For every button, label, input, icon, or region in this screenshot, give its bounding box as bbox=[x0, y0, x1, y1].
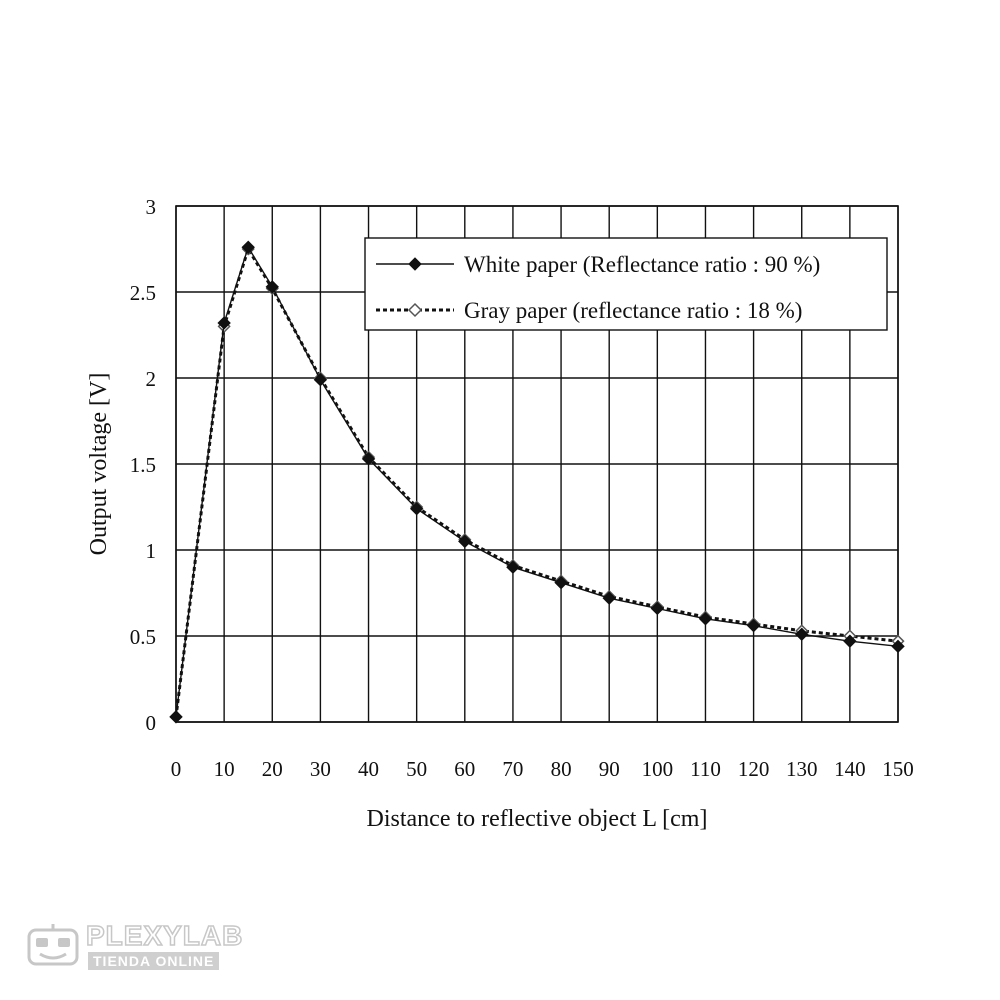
x-tick-label: 20 bbox=[262, 757, 283, 781]
x-tick-label: 60 bbox=[454, 757, 475, 781]
data-point-white bbox=[650, 601, 665, 616]
data-point-white bbox=[698, 612, 713, 626]
data-point-white bbox=[843, 634, 857, 648]
x-tick-label: 30 bbox=[310, 757, 331, 781]
x-tick-label: 100 bbox=[642, 757, 674, 781]
x-tick-label: 10 bbox=[214, 757, 235, 781]
legend-label-white: White paper (Reflectance ratio : 90 %) bbox=[464, 252, 820, 277]
robot-face-icon bbox=[27, 924, 79, 966]
data-point-white bbox=[265, 280, 279, 294]
legend-label-gray: Gray paper (reflectance ratio : 18 %) bbox=[464, 298, 802, 323]
data-point-white bbox=[217, 316, 231, 330]
legend-marker-gray bbox=[407, 302, 423, 318]
tick-labels: 0 10 20 30 40 50 60 70 80 90 100 110 120 130 140 150 0 0.… bbox=[130, 195, 914, 781]
legend-box bbox=[364, 237, 888, 331]
x-tick-label: 70 bbox=[502, 757, 523, 781]
data-point-white bbox=[313, 373, 328, 387]
y-tick-label: 0.5 bbox=[130, 625, 156, 649]
data-point-white bbox=[169, 710, 183, 724]
watermark-title: PLEXYLAB bbox=[85, 919, 244, 952]
x-tick-label: 0 bbox=[171, 757, 182, 781]
legend: White paper (Reflectance ratio : 90 %) G… bbox=[364, 237, 888, 331]
y-tick-label: 3 bbox=[146, 195, 157, 219]
x-tick-label: 90 bbox=[599, 757, 620, 781]
x-tick-label: 40 bbox=[358, 757, 379, 781]
y-tick-label: 2.5 bbox=[130, 281, 156, 305]
watermark-subtitle: TIENDA ONLINE bbox=[88, 952, 220, 970]
y-tick-label: 0 bbox=[146, 711, 157, 735]
x-tick-label: 150 bbox=[882, 757, 914, 781]
y-tick-label: 2 bbox=[146, 367, 157, 391]
x-tick-label: 120 bbox=[738, 757, 770, 781]
data-point-white bbox=[409, 502, 424, 516]
data-point-white bbox=[458, 534, 472, 549]
data-point-white bbox=[891, 639, 905, 654]
x-tick-label: 50 bbox=[406, 757, 427, 781]
x-tick-label: 110 bbox=[690, 757, 721, 781]
x-axis-label: Distance to reflective object L [cm] bbox=[367, 806, 708, 832]
y-tick-label: 1 bbox=[146, 539, 157, 563]
data-point-white bbox=[506, 560, 520, 574]
data-point-white bbox=[602, 591, 616, 605]
plexylab-watermark: PLEXYLAB TIENDA ONLINE bbox=[26, 919, 246, 974]
plot-frame bbox=[175, 205, 899, 723]
series-layer bbox=[169, 240, 905, 724]
y-axis-label: Output voltage [V] bbox=[86, 373, 112, 556]
data-point-white bbox=[746, 618, 761, 633]
data-point-white bbox=[554, 575, 568, 590]
data-point-white bbox=[361, 452, 376, 466]
x-tick-label: 140 bbox=[834, 757, 866, 781]
legend-marker-white bbox=[408, 257, 422, 271]
x-tick-label: 130 bbox=[786, 757, 818, 781]
y-tick-label: 1.5 bbox=[130, 453, 156, 477]
x-tick-label: 80 bbox=[551, 757, 572, 781]
data-point-white bbox=[241, 240, 255, 254]
data-point-white bbox=[795, 627, 809, 641]
